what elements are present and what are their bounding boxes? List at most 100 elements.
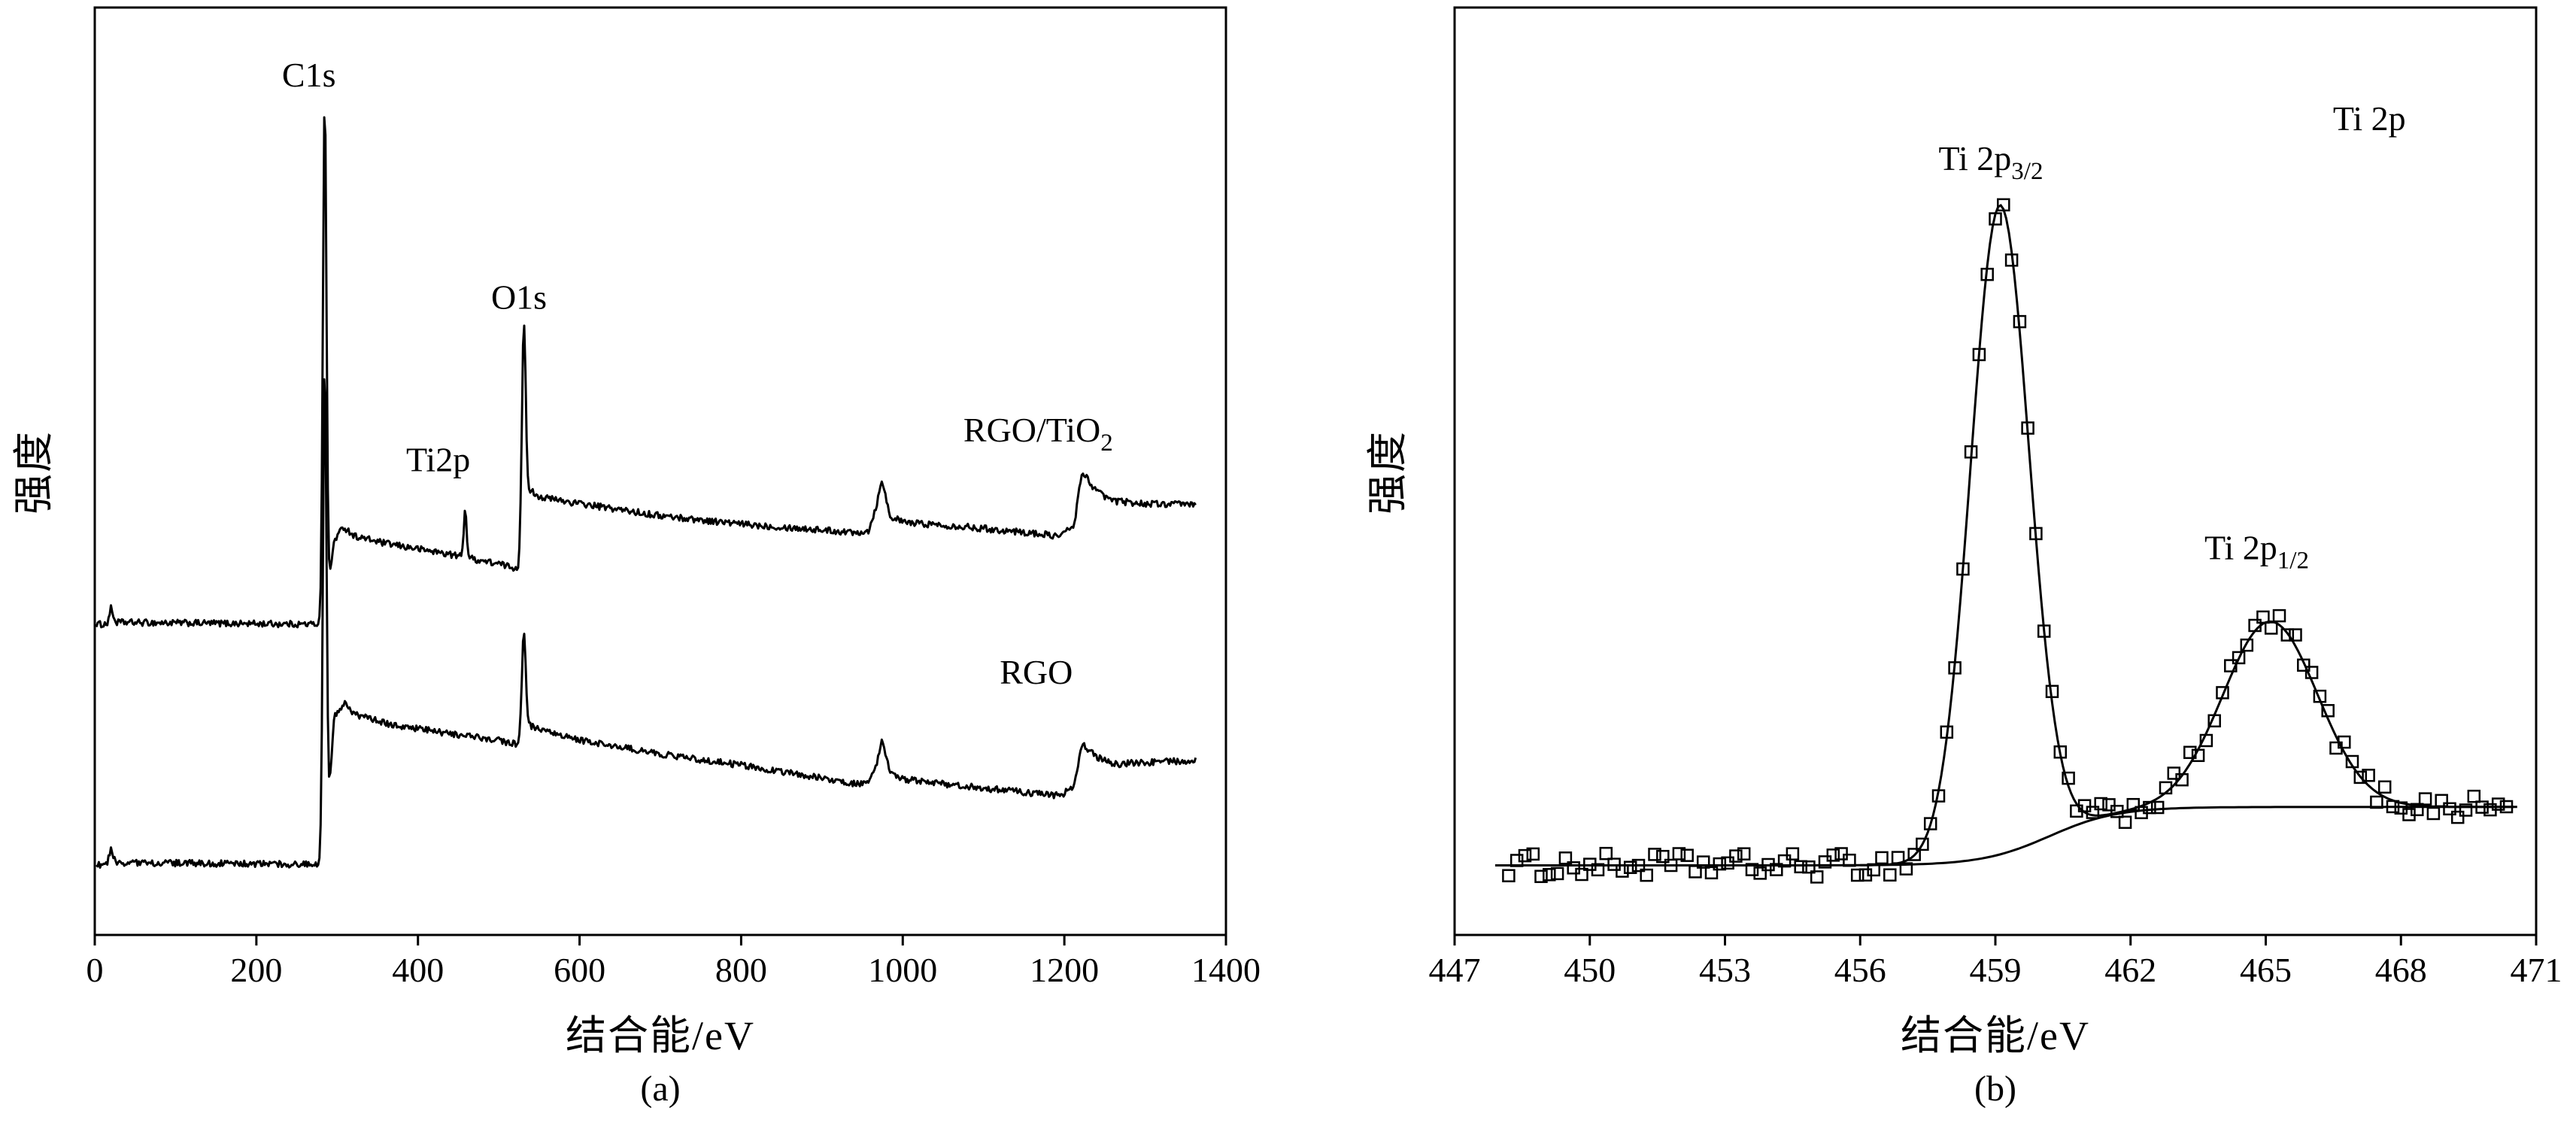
data-point-square <box>2362 769 2375 782</box>
data-point-square <box>2443 802 2456 816</box>
panel-b-ylabel: 强度 <box>1365 430 1410 514</box>
data-point-square <box>2094 797 2107 811</box>
x-tick-label: 1200 <box>1030 951 1099 989</box>
curve-rgo <box>96 378 1197 869</box>
data-point-square <box>1737 847 1751 860</box>
data-point-square <box>1818 855 1832 869</box>
x-tick-label: 468 <box>2375 951 2427 989</box>
data-point-square <box>1518 848 1532 863</box>
data-point-square <box>1867 863 1880 877</box>
data-point-square <box>1640 868 1653 882</box>
annotation-rgo-tio-2: RGO/TiO2 <box>963 411 1113 457</box>
data-point-square <box>1753 867 1767 880</box>
x-tick-label: 462 <box>2104 951 2156 989</box>
x-tick-label: 453 <box>1699 951 1751 989</box>
data-point-square <box>2386 800 2400 814</box>
data-point-square <box>2394 801 2408 815</box>
data-point-square <box>2150 800 2165 815</box>
scatter-squares <box>1502 198 2514 884</box>
data-point-square <box>1810 870 1824 884</box>
data-point-square <box>2411 803 2424 817</box>
data-point-square <box>2159 781 2173 795</box>
data-point-square <box>1843 853 1856 867</box>
data-point-square <box>1964 445 1978 459</box>
data-point-square <box>2183 745 2197 760</box>
data-point-square <box>2004 253 2019 267</box>
data-point-square <box>2313 689 2327 703</box>
data-point-square <box>1599 846 1613 860</box>
data-point-square <box>2280 628 2295 642</box>
data-point-square <box>1502 869 1516 882</box>
data-point-square <box>2086 806 2100 819</box>
data-point-square <box>1794 860 1807 874</box>
data-point-square <box>2467 789 2481 803</box>
panel-a-caption: (a) <box>640 1069 681 1109</box>
data-point-square <box>2216 686 2229 700</box>
data-point-square <box>2426 806 2441 821</box>
data-point-square <box>2435 794 2448 808</box>
panel-a-xlabel: 结合能/eV <box>566 1013 755 1058</box>
data-point-square <box>1770 863 1783 876</box>
data-point-square <box>1607 857 1621 871</box>
data-point-square <box>1623 860 1637 874</box>
data-point-square <box>2345 754 2359 769</box>
data-point-square <box>1948 661 1962 675</box>
data-point-square <box>1664 858 1678 873</box>
data-point-square <box>2475 800 2489 814</box>
x-tick-label: 465 <box>2240 951 2292 989</box>
x-tick-label: 1400 <box>1191 951 1261 989</box>
data-point-square <box>2037 624 2051 638</box>
data-point-square <box>2256 610 2270 624</box>
data-point-square <box>1777 854 1792 868</box>
x-tick-label: 200 <box>230 951 282 989</box>
data-point-square <box>1931 789 1946 803</box>
x-tick-label: 459 <box>1970 951 2022 989</box>
data-point-square <box>2459 803 2473 817</box>
annotation-ti-2p: Ti 2p <box>2333 99 2406 138</box>
data-point-square <box>2232 651 2246 665</box>
data-point-square <box>1534 870 1548 883</box>
data-point-square <box>1689 865 1702 879</box>
data-point-square <box>2272 609 2286 623</box>
data-point-square <box>2143 800 2156 815</box>
data-point-square <box>1916 837 1929 851</box>
data-point-square <box>2053 745 2068 759</box>
data-point-square <box>2207 714 2221 728</box>
data-point-square <box>1526 847 1540 861</box>
annotation-ti-2p-3-2: Ti 2p3/2 <box>1939 139 2044 185</box>
panel-a-ylabel: 强度 <box>11 430 56 514</box>
data-point-square <box>2102 798 2116 812</box>
data-point-square <box>1956 562 1970 576</box>
data-point-square <box>2224 659 2238 672</box>
data-point-square <box>2491 797 2505 811</box>
data-point-square <box>1680 848 1694 862</box>
data-point-square <box>1745 863 1759 876</box>
x-tick-label: 450 <box>1564 951 1616 989</box>
x-tick-label: 0 <box>86 951 104 989</box>
data-point-square <box>2191 748 2205 763</box>
curve-rgo-tio2 <box>95 116 1197 629</box>
annotation-c1s: C1s <box>282 56 336 94</box>
data-point-square <box>2240 638 2254 652</box>
data-point-square <box>1883 868 1897 882</box>
data-point-square <box>2499 800 2514 814</box>
data-point-square <box>2377 780 2392 794</box>
fit-curve <box>1494 204 2517 867</box>
data-point-square <box>1997 198 2010 212</box>
survey-spectrum-chart: 0 200 400 600 800 1000 1200 1400 C1s Ti2p O1s RGO/T… <box>86 6 1261 989</box>
panel-b-caption: (b) <box>1974 1069 2016 1109</box>
data-point-square <box>2289 628 2302 642</box>
data-point-square <box>1648 848 1661 861</box>
data-point-square <box>2118 815 2132 829</box>
data-point-square <box>2304 666 2319 679</box>
data-point-square <box>1875 851 1889 865</box>
data-point-square <box>1980 268 1994 281</box>
data-point-square <box>2370 795 2383 809</box>
data-point-square <box>1721 856 1734 870</box>
data-point-square <box>2045 684 2059 699</box>
data-point-square <box>2353 770 2368 785</box>
data-point-square <box>2175 772 2189 787</box>
data-point-square <box>1899 862 1913 876</box>
data-point-square <box>1550 867 1564 881</box>
